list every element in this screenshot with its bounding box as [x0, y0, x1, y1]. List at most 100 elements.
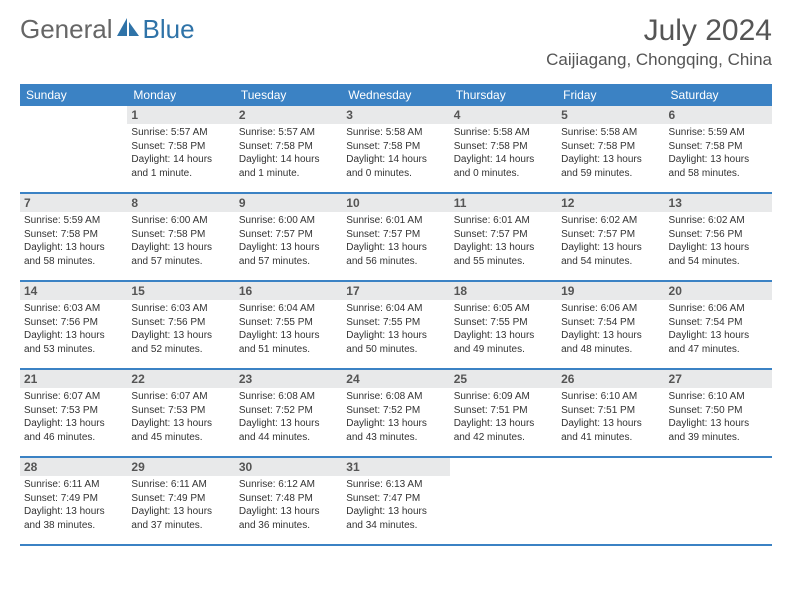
daylight-text: Daylight: 13 hours and 48 minutes.: [561, 329, 660, 356]
day-number: 17: [342, 282, 449, 300]
day-content: Sunrise: 6:08 AMSunset: 7:52 PMDaylight:…: [342, 388, 449, 446]
sunset-text: Sunset: 7:51 PM: [561, 404, 660, 418]
day-number: 13: [665, 194, 772, 212]
calendar-day: 29Sunrise: 6:11 AMSunset: 7:49 PMDayligh…: [127, 458, 234, 544]
sunset-text: Sunset: 7:53 PM: [131, 404, 230, 418]
calendar-day: 23Sunrise: 6:08 AMSunset: 7:52 PMDayligh…: [235, 370, 342, 456]
calendar-week: 1Sunrise: 5:57 AMSunset: 7:58 PMDaylight…: [20, 106, 772, 194]
sunrise-text: Sunrise: 6:13 AM: [346, 478, 445, 492]
calendar-day: 12Sunrise: 6:02 AMSunset: 7:57 PMDayligh…: [557, 194, 664, 280]
calendar: Sunday Monday Tuesday Wednesday Thursday…: [20, 84, 772, 546]
day-number: 15: [127, 282, 234, 300]
calendar-day: 4Sunrise: 5:58 AMSunset: 7:58 PMDaylight…: [450, 106, 557, 192]
daylight-text: Daylight: 14 hours and 0 minutes.: [346, 153, 445, 180]
day-number: 10: [342, 194, 449, 212]
sunset-text: Sunset: 7:57 PM: [454, 228, 553, 242]
sunset-text: Sunset: 7:58 PM: [454, 140, 553, 154]
day-content: Sunrise: 6:03 AMSunset: 7:56 PMDaylight:…: [127, 300, 234, 358]
logo: General Blue: [20, 14, 195, 45]
day-content: Sunrise: 6:13 AMSunset: 7:47 PMDaylight:…: [342, 476, 449, 534]
sunset-text: Sunset: 7:58 PM: [239, 140, 338, 154]
day-number: 7: [20, 194, 127, 212]
calendar-day: 7Sunrise: 5:59 AMSunset: 7:58 PMDaylight…: [20, 194, 127, 280]
weekday-header: Friday: [557, 84, 664, 106]
sunrise-text: Sunrise: 6:10 AM: [561, 390, 660, 404]
calendar-day: 30Sunrise: 6:12 AMSunset: 7:48 PMDayligh…: [235, 458, 342, 544]
day-number: 27: [665, 370, 772, 388]
calendar-week: 7Sunrise: 5:59 AMSunset: 7:58 PMDaylight…: [20, 194, 772, 282]
sunset-text: Sunset: 7:58 PM: [131, 140, 230, 154]
sunset-text: Sunset: 7:56 PM: [669, 228, 768, 242]
calendar-day: 1Sunrise: 5:57 AMSunset: 7:58 PMDaylight…: [127, 106, 234, 192]
day-number: 6: [665, 106, 772, 124]
day-content: Sunrise: 6:11 AMSunset: 7:49 PMDaylight:…: [127, 476, 234, 534]
daylight-text: Daylight: 13 hours and 54 minutes.: [561, 241, 660, 268]
sunset-text: Sunset: 7:50 PM: [669, 404, 768, 418]
sunset-text: Sunset: 7:49 PM: [131, 492, 230, 506]
daylight-text: Daylight: 13 hours and 57 minutes.: [131, 241, 230, 268]
sunrise-text: Sunrise: 6:08 AM: [239, 390, 338, 404]
day-content: Sunrise: 5:57 AMSunset: 7:58 PMDaylight:…: [127, 124, 234, 182]
calendar-day: 13Sunrise: 6:02 AMSunset: 7:56 PMDayligh…: [665, 194, 772, 280]
daylight-text: Daylight: 14 hours and 1 minute.: [239, 153, 338, 180]
day-content: Sunrise: 6:01 AMSunset: 7:57 PMDaylight:…: [450, 212, 557, 270]
day-number: 9: [235, 194, 342, 212]
day-content: Sunrise: 6:01 AMSunset: 7:57 PMDaylight:…: [342, 212, 449, 270]
calendar-day: 9Sunrise: 6:00 AMSunset: 7:57 PMDaylight…: [235, 194, 342, 280]
sunrise-text: Sunrise: 6:02 AM: [669, 214, 768, 228]
sunset-text: Sunset: 7:58 PM: [561, 140, 660, 154]
day-number: 19: [557, 282, 664, 300]
calendar-day: 8Sunrise: 6:00 AMSunset: 7:58 PMDaylight…: [127, 194, 234, 280]
location: Caijiagang, Chongqing, China: [546, 50, 772, 70]
day-number: 26: [557, 370, 664, 388]
sunrise-text: Sunrise: 5:57 AM: [131, 126, 230, 140]
day-content: Sunrise: 5:58 AMSunset: 7:58 PMDaylight:…: [557, 124, 664, 182]
sunset-text: Sunset: 7:54 PM: [669, 316, 768, 330]
month-title: July 2024: [546, 14, 772, 48]
day-content: Sunrise: 6:04 AMSunset: 7:55 PMDaylight:…: [342, 300, 449, 358]
day-content: Sunrise: 6:06 AMSunset: 7:54 PMDaylight:…: [665, 300, 772, 358]
sunrise-text: Sunrise: 5:58 AM: [561, 126, 660, 140]
sunrise-text: Sunrise: 6:01 AM: [346, 214, 445, 228]
calendar-day: 27Sunrise: 6:10 AMSunset: 7:50 PMDayligh…: [665, 370, 772, 456]
day-content: Sunrise: 5:57 AMSunset: 7:58 PMDaylight:…: [235, 124, 342, 182]
day-number: 24: [342, 370, 449, 388]
sunset-text: Sunset: 7:57 PM: [346, 228, 445, 242]
sunrise-text: Sunrise: 6:07 AM: [131, 390, 230, 404]
sunrise-text: Sunrise: 6:00 AM: [239, 214, 338, 228]
day-content: Sunrise: 6:09 AMSunset: 7:51 PMDaylight:…: [450, 388, 557, 446]
daylight-text: Daylight: 14 hours and 0 minutes.: [454, 153, 553, 180]
sunrise-text: Sunrise: 6:10 AM: [669, 390, 768, 404]
day-content: Sunrise: 5:58 AMSunset: 7:58 PMDaylight:…: [342, 124, 449, 182]
day-content: Sunrise: 6:08 AMSunset: 7:52 PMDaylight:…: [235, 388, 342, 446]
day-content: Sunrise: 6:07 AMSunset: 7:53 PMDaylight:…: [127, 388, 234, 446]
sunset-text: Sunset: 7:52 PM: [346, 404, 445, 418]
weekday-header: Wednesday: [342, 84, 449, 106]
header: General Blue July 2024 Caijiagang, Chong…: [20, 14, 772, 70]
calendar-day: 2Sunrise: 5:57 AMSunset: 7:58 PMDaylight…: [235, 106, 342, 192]
sunrise-text: Sunrise: 6:06 AM: [669, 302, 768, 316]
sunset-text: Sunset: 7:58 PM: [131, 228, 230, 242]
sunset-text: Sunset: 7:57 PM: [561, 228, 660, 242]
day-content: Sunrise: 6:02 AMSunset: 7:57 PMDaylight:…: [557, 212, 664, 270]
day-content: Sunrise: 6:02 AMSunset: 7:56 PMDaylight:…: [665, 212, 772, 270]
calendar-day: [20, 106, 127, 192]
daylight-text: Daylight: 13 hours and 38 minutes.: [24, 505, 123, 532]
day-content: Sunrise: 5:59 AMSunset: 7:58 PMDaylight:…: [665, 124, 772, 182]
daylight-text: Daylight: 13 hours and 49 minutes.: [454, 329, 553, 356]
calendar-day: 20Sunrise: 6:06 AMSunset: 7:54 PMDayligh…: [665, 282, 772, 368]
sunset-text: Sunset: 7:58 PM: [346, 140, 445, 154]
day-number: 12: [557, 194, 664, 212]
weekday-header: Monday: [127, 84, 234, 106]
day-number: 21: [20, 370, 127, 388]
day-number: 2: [235, 106, 342, 124]
calendar-day: 16Sunrise: 6:04 AMSunset: 7:55 PMDayligh…: [235, 282, 342, 368]
logo-sail-icon: [115, 14, 141, 45]
day-number: 4: [450, 106, 557, 124]
sunset-text: Sunset: 7:48 PM: [239, 492, 338, 506]
sunrise-text: Sunrise: 6:07 AM: [24, 390, 123, 404]
daylight-text: Daylight: 13 hours and 59 minutes.: [561, 153, 660, 180]
day-number: 28: [20, 458, 127, 476]
sunset-text: Sunset: 7:57 PM: [239, 228, 338, 242]
day-number: 3: [342, 106, 449, 124]
